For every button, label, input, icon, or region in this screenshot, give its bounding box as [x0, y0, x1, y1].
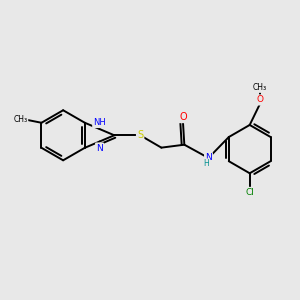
- Text: N: N: [205, 153, 212, 162]
- Text: CH₃: CH₃: [253, 83, 267, 92]
- Text: Cl: Cl: [245, 188, 254, 197]
- Text: S: S: [137, 130, 143, 140]
- Text: N: N: [96, 143, 103, 152]
- Text: O: O: [179, 112, 187, 122]
- Text: NH: NH: [93, 118, 106, 127]
- Text: O: O: [256, 95, 263, 104]
- Text: CH₃: CH₃: [13, 115, 27, 124]
- Text: H: H: [203, 159, 209, 168]
